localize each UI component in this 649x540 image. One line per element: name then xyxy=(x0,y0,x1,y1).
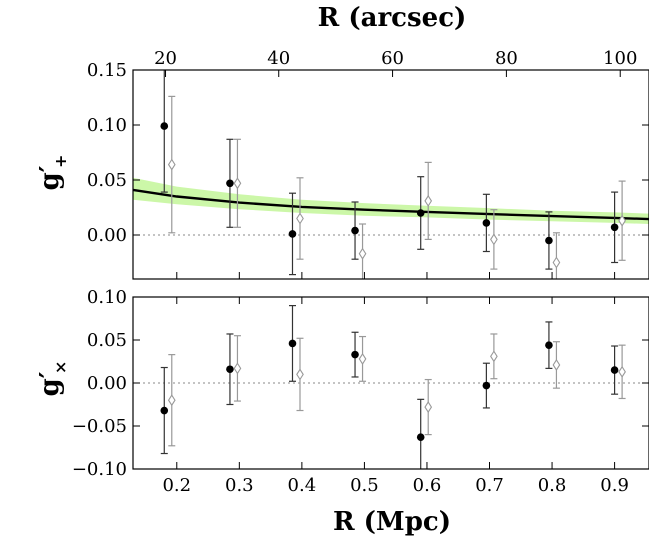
bottom-open-point xyxy=(618,365,626,378)
x-tick-label: 0.6 xyxy=(413,475,442,496)
top-filled-point xyxy=(288,230,297,238)
bottom-open-point xyxy=(358,352,367,365)
bottom-y-tick-label: −0.05 xyxy=(72,416,127,437)
top-filled-point xyxy=(351,226,359,235)
top-y-axis-label: g′ + xyxy=(35,155,70,191)
x-tick-label: 0.4 xyxy=(288,475,317,496)
top-open-point xyxy=(296,212,304,225)
x2-tick-label: 100 xyxy=(603,48,637,69)
top-open-point xyxy=(358,247,367,260)
top-filled-point xyxy=(610,223,619,232)
bottom-filled-point xyxy=(482,381,491,390)
model-line xyxy=(132,188,649,221)
bottom-y-tick-label: 0.00 xyxy=(87,373,127,394)
x-tick-label: 0.7 xyxy=(475,475,504,496)
x2-tick-label: 60 xyxy=(381,48,404,69)
bottom-filled-point xyxy=(160,406,169,415)
bottom-open-point xyxy=(167,394,176,407)
top-filled-point xyxy=(416,209,425,217)
top-filled-point xyxy=(482,219,491,227)
svg-text:+: + xyxy=(51,155,70,168)
bottom-filled-point xyxy=(288,339,297,348)
top-open-point xyxy=(424,194,433,207)
x-tick-label: 0.2 xyxy=(162,475,191,496)
bottom-open-point xyxy=(424,401,433,414)
bottom-y-tick-label: 0.10 xyxy=(87,287,127,308)
bottom-open-point xyxy=(233,362,242,375)
bottom-open-point xyxy=(552,358,561,371)
top-filled-point xyxy=(226,179,234,188)
svg-text:g′: g′ xyxy=(35,165,65,190)
model-confidence-band xyxy=(133,177,649,224)
bottom-y-axis-label: g′ × xyxy=(35,361,70,397)
bottom-y-tick-label: 0.05 xyxy=(87,330,127,351)
x2-tick-label: 20 xyxy=(154,48,177,69)
bottom-filled-point xyxy=(416,433,425,441)
x-tick-label: 0.8 xyxy=(538,475,567,496)
bottom-open-point xyxy=(296,368,304,381)
bottom-panel-shear-cross: −0.10 −0.05 0.00 0.05 0.10 0.2 0.3 0.4 0.5 0.6 0.7… xyxy=(72,287,649,496)
bottom-filled-point xyxy=(226,365,234,374)
top-y-tick-label: 0.10 xyxy=(87,115,127,136)
top-y-tick-label: 0.05 xyxy=(87,170,127,191)
top-filled-point xyxy=(160,122,169,130)
bottom-filled-point xyxy=(351,350,359,359)
top-open-point xyxy=(167,158,176,171)
x2-tick-label: 80 xyxy=(495,48,518,69)
top-axes-frame xyxy=(132,69,649,280)
x-tick-label: 0.9 xyxy=(600,475,629,496)
top-y-tick-label: 0.00 xyxy=(87,225,127,246)
x-tick-label: 0.5 xyxy=(350,475,379,496)
top-open-point xyxy=(618,214,626,227)
top-open-point xyxy=(490,233,498,246)
bottom-open-point xyxy=(490,350,498,363)
svg-text:g′: g′ xyxy=(35,371,65,396)
bottom-filled-point xyxy=(610,366,619,374)
bottom-x-axis-label: R (Mpc) xyxy=(333,507,451,537)
top-open-point xyxy=(233,177,242,190)
top-panel-shear-tangential: 0.00 0.05 0.10 0.15 20 40 60 80 100 xyxy=(87,48,649,280)
top-open-point xyxy=(552,256,561,269)
top-y-tick-label: 0.15 xyxy=(87,60,127,81)
top-x-axis-label: R (arcsec) xyxy=(318,3,467,33)
bottom-y-tick-label: −0.10 xyxy=(72,459,127,480)
top-filled-point xyxy=(545,236,553,245)
bottom-axes-frame xyxy=(132,296,649,470)
x2-tick-label: 40 xyxy=(267,48,290,69)
bottom-filled-point xyxy=(545,341,553,349)
x-tick-label: 0.3 xyxy=(225,475,254,496)
svg-text:×: × xyxy=(51,361,70,374)
